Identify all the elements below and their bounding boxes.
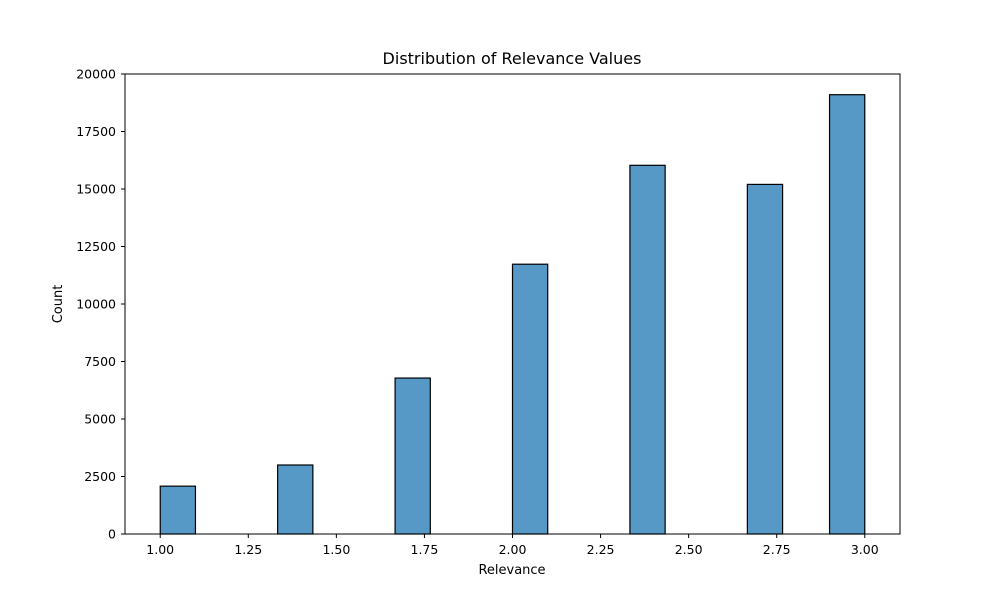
y-tick-label: 0	[108, 527, 116, 542]
y-tick-label: 2500	[84, 469, 116, 484]
x-tick-label: 1.50	[322, 542, 350, 557]
y-tick-label: 5000	[84, 412, 116, 427]
histogram-bar-7	[828, 94, 866, 535]
y-tick-label: 17500	[76, 124, 116, 139]
y-tick-label: 7500	[84, 354, 116, 369]
y-tick-label: 12500	[76, 239, 116, 254]
histogram-bar-3	[394, 377, 431, 535]
y-tick-label: 15000	[76, 182, 116, 197]
axes-layer: 1.00 1.25 1.50 1.75 2.00 2.25 2.50 2.75 3.00 0 250…	[76, 67, 901, 557]
x-axis-label: Relevance	[478, 563, 545, 578]
chart-title: Distribution of Relevance Values	[383, 49, 642, 68]
histogram-bar-1	[159, 485, 197, 535]
x-tick-label: 1.00	[146, 542, 174, 557]
x-tick-label: 1.25	[234, 542, 262, 557]
histogram-bar-4	[511, 263, 549, 535]
x-tick-label: 2.25	[587, 542, 615, 557]
histogram-bar-2	[277, 464, 314, 535]
bars-layer	[159, 94, 866, 535]
x-tick-label: 1.75	[411, 542, 439, 557]
histogram-bar-6	[746, 183, 784, 535]
x-tick-label: 3.00	[851, 542, 879, 557]
histogram-bar-5	[629, 164, 666, 535]
y-tick-label: 10000	[76, 297, 116, 312]
x-tick-label: 2.50	[675, 542, 703, 557]
x-tick-label: 2.00	[499, 542, 527, 557]
y-axis-label: Count	[51, 285, 66, 324]
x-tick-label: 2.75	[763, 542, 791, 557]
y-tick-label: 20000	[76, 67, 116, 82]
